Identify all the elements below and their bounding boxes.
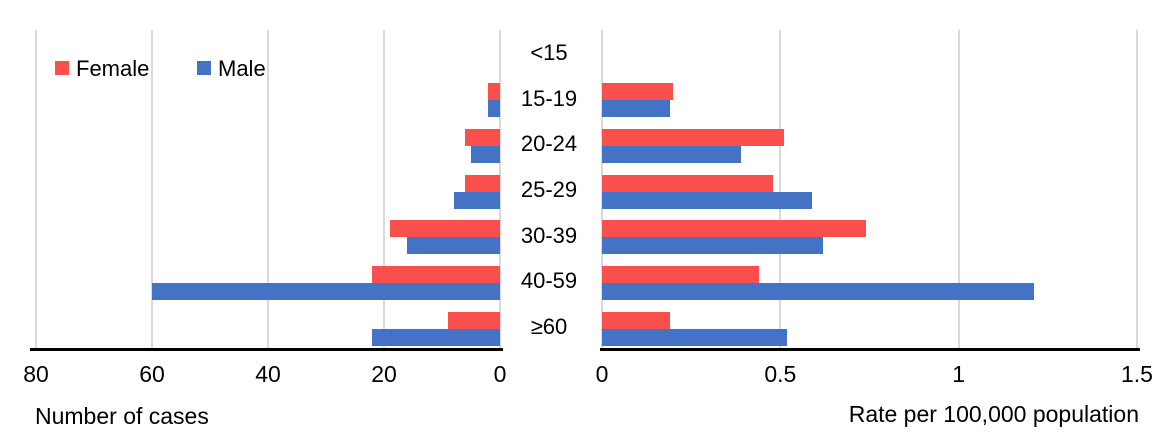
left-x-axis-line bbox=[30, 348, 503, 351]
left-axis-title: Number of cases bbox=[35, 403, 209, 429]
category-label-40-59: 40-59 bbox=[520, 268, 578, 294]
category-label-<15: <15 bbox=[530, 39, 568, 65]
bar-male-left-30-39 bbox=[407, 237, 500, 255]
female-legend-swatch bbox=[55, 61, 69, 75]
tick-label-right-0: 0 bbox=[595, 361, 609, 387]
category-label-20-24: 20-24 bbox=[520, 131, 578, 157]
bar-male-left-≥60 bbox=[372, 328, 500, 346]
bar-female-right-20-24 bbox=[602, 128, 784, 146]
category-label-15-19: 15-19 bbox=[520, 85, 578, 111]
bar-female-left-15-19 bbox=[488, 83, 500, 101]
female-legend-label: Female bbox=[76, 56, 150, 81]
tick-label-left-20: 20 bbox=[371, 361, 397, 387]
bar-male-left-40-59 bbox=[152, 283, 500, 301]
bar-female-left-≥60 bbox=[447, 311, 500, 329]
tick-label-left-0: 0 bbox=[493, 361, 507, 387]
gridline-left-20 bbox=[383, 30, 385, 350]
tick-label-right-1: 1 bbox=[952, 361, 966, 387]
bar-female-left-25-29 bbox=[465, 174, 500, 192]
gridline-right-0.5 bbox=[779, 30, 782, 350]
bar-female-left-30-39 bbox=[389, 220, 500, 238]
bar-male-right-25-29 bbox=[602, 191, 813, 209]
bar-female-left-40-59 bbox=[372, 266, 500, 284]
bar-male-right-20-24 bbox=[602, 145, 742, 163]
bar-female-left-20-24 bbox=[465, 128, 500, 146]
male-legend-swatch bbox=[197, 61, 211, 75]
bar-female-right-30-39 bbox=[602, 220, 866, 238]
tick-label-left-40: 40 bbox=[255, 361, 281, 387]
category-label-25-29: 25-29 bbox=[520, 177, 578, 202]
bar-male-right-15-19 bbox=[602, 100, 670, 118]
bar-female-right-15-19 bbox=[602, 83, 674, 101]
bar-female-right-≥60 bbox=[602, 311, 670, 329]
gridline-left-0 bbox=[499, 30, 501, 350]
tick-label-right-1.5: 1.5 bbox=[1121, 361, 1153, 387]
tick-label-left-80: 80 bbox=[23, 361, 49, 387]
tick-label-left-60: 60 bbox=[139, 361, 165, 387]
bar-female-right-25-29 bbox=[602, 174, 774, 192]
gridline-right-1.5 bbox=[1136, 30, 1138, 350]
tick-label-right-0.5: 0.5 bbox=[764, 361, 797, 387]
category-label-≥60: ≥60 bbox=[530, 314, 568, 340]
bar-male-right-≥60 bbox=[602, 328, 788, 346]
male-legend-label: Male bbox=[218, 56, 266, 81]
bar-male-left-20-24 bbox=[471, 145, 500, 163]
bar-male-left-15-19 bbox=[488, 100, 500, 118]
bar-female-right-40-59 bbox=[602, 266, 759, 284]
category-label-30-39: 30-39 bbox=[520, 222, 578, 248]
right-x-axis-line bbox=[600, 348, 1140, 351]
gridline-right-1 bbox=[957, 30, 960, 350]
right-axis-title: Rate per 100,000 population bbox=[848, 401, 1139, 427]
gridline-left-60 bbox=[151, 30, 153, 350]
bar-male-right-30-39 bbox=[602, 237, 824, 255]
gridline-left-40 bbox=[267, 30, 269, 350]
bar-male-left-25-29 bbox=[453, 191, 500, 209]
gridline-left-80 bbox=[35, 30, 37, 350]
bar-male-right-40-59 bbox=[602, 283, 1034, 301]
